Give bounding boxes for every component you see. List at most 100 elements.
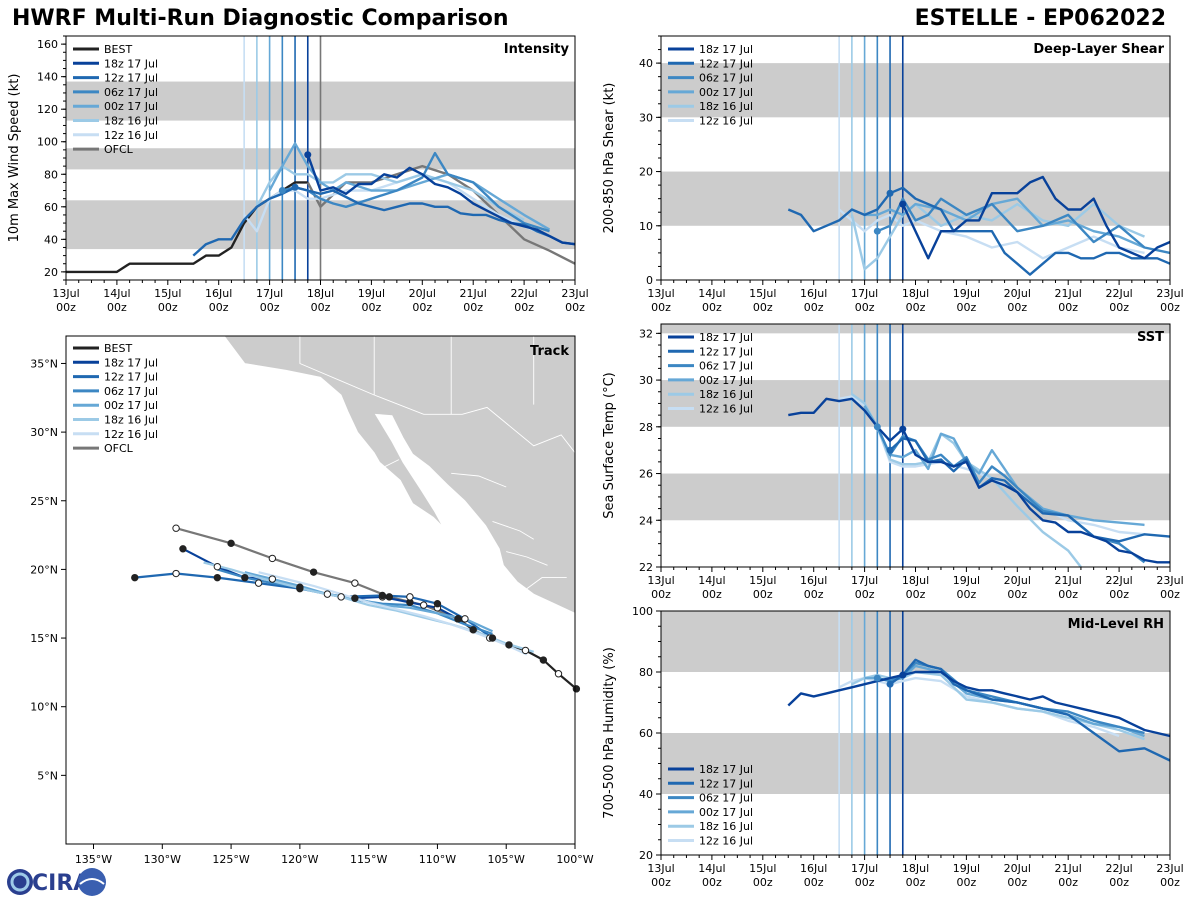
track-border-7 <box>492 520 534 540</box>
shear-panel: 01020304013Jul00z14Jul00z15Jul00z16Jul00… <box>602 35 1184 314</box>
intensity-legend-label-ofcl: OFCL <box>104 143 134 156</box>
sst-series-18z-17-jul <box>788 397 1170 564</box>
shear-legend-label-12z-16-jul: 12z 16 Jul <box>699 115 753 128</box>
track-point-12z-17-jul <box>461 615 469 623</box>
track-point-best <box>572 685 581 693</box>
intensity-xtick-label-day: 13Jul <box>52 287 79 300</box>
rh-ytick-label: 20 <box>639 849 653 862</box>
track-xtick-label: 100°W <box>556 853 593 866</box>
shear-xtick-label-day: 20Jul <box>1004 287 1031 300</box>
shear-panel-title: Deep-Layer Shear <box>1033 42 1164 57</box>
track-ytick-label: 30°N <box>30 426 58 439</box>
sst-xtick-label-day: 16Jul <box>800 574 827 587</box>
rh-xtick-label-hour: 00z <box>1109 876 1129 889</box>
track-point-best <box>554 670 563 678</box>
track-point-12z-17-jul <box>488 634 497 642</box>
track-point-best <box>469 626 477 634</box>
track-point-ofcl <box>419 601 428 609</box>
track-landmass <box>223 335 576 614</box>
shear-xtick-label-hour: 00z <box>753 301 773 314</box>
cira-partner-seal-icon <box>78 868 106 896</box>
sst-xtick-label-day: 18Jul <box>902 574 929 587</box>
intensity-legend-label-18z-16-jul: 18z 16 Jul <box>104 115 158 128</box>
track-xtick-label: 130°W <box>144 853 181 866</box>
intensity-panel: 2040608010012014016013Jul00z14Jul00z15Ju… <box>7 35 589 314</box>
track-legend-label-ofcl: OFCL <box>104 442 134 455</box>
track-point-12z-17-jul <box>406 593 414 601</box>
sst-xtick-label-day: 23Jul <box>1156 574 1183 587</box>
shear-xtick-label-hour: 00z <box>1109 301 1129 314</box>
track-point-18z-17-jul <box>241 573 249 582</box>
shear-xtick-label-day: 17Jul <box>851 287 878 300</box>
intensity-xtick-label-day: 15Jul <box>154 287 181 300</box>
track-ytick-label: 10°N <box>30 701 58 714</box>
rh-series-18z-17-jul <box>787 670 1171 738</box>
sst-init-point-12z-17-jul <box>886 446 894 454</box>
rh-ylabel: 700-500 hPa Humidity (%) <box>602 647 617 819</box>
sst-xtick-label-hour: 00z <box>906 588 926 601</box>
shear-ytick-label: 40 <box>639 57 653 70</box>
sst-xtick-label-day: 19Jul <box>953 574 980 587</box>
track-ytick-label: 35°N <box>30 357 58 370</box>
track-point-12z-17-jul <box>337 593 345 601</box>
sst-xtick-label-day: 15Jul <box>749 574 776 587</box>
sst-xtick-label-hour: 00z <box>651 588 671 601</box>
shear-shade-band-1 <box>661 63 1170 118</box>
intensity-xtick-label-day: 23Jul <box>561 287 588 300</box>
rh-xtick-label-day: 23Jul <box>1156 862 1183 875</box>
rh-series-12z-17-jul <box>889 658 1171 762</box>
intensity-xtick-label-hour: 00z <box>463 301 483 314</box>
sst-xtick-label-day: 21Jul <box>1055 574 1082 587</box>
shear-xtick-label-day: 15Jul <box>749 287 776 300</box>
track-border-9 <box>526 577 567 589</box>
track-ytick-label: 15°N <box>30 632 58 645</box>
track-ytick-label: 5°N <box>37 769 58 782</box>
track-ytick-label: 20°N <box>30 563 58 576</box>
intensity-series-06z-17-jul <box>282 151 550 233</box>
intensity-xtick-label-hour: 00z <box>209 301 229 314</box>
shear-xtick-label-hour: 00z <box>855 301 875 314</box>
shear-xtick-label-hour: 00z <box>1058 301 1078 314</box>
sst-init-point-18z-17-jul <box>899 425 907 433</box>
sst-legend-label-06z-17-jul: 06z 17 Jul <box>699 360 753 373</box>
track-xtick-label: 125°W <box>212 853 249 866</box>
intensity-xtick-label-hour: 00z <box>311 301 331 314</box>
track-point-ofcl <box>172 524 180 532</box>
rh-xtick-label-day: 13Jul <box>647 862 674 875</box>
rh-legend-label-12z-17-jul: 12z 17 Jul <box>699 777 753 790</box>
shear-xtick-label-hour: 00z <box>906 301 926 314</box>
track-xtick-label: 120°W <box>281 853 318 866</box>
shear-series-00z-17-jul <box>864 197 1145 249</box>
sst-xtick-label-hour: 00z <box>702 588 722 601</box>
sst-ytick-label: 32 <box>639 327 653 340</box>
shear-ytick-label: 30 <box>639 111 653 124</box>
rh-xtick-label-hour: 00z <box>1160 876 1180 889</box>
sst-xtick-label-day: 20Jul <box>1004 574 1031 587</box>
track-point-18z-17-jul <box>323 590 332 598</box>
intensity-series-18z-17-jul <box>306 154 576 246</box>
sst-shade-band-0 <box>661 473 1170 521</box>
shear-xtick-label-hour: 00z <box>957 301 977 314</box>
track-border-6 <box>451 472 507 488</box>
intensity-ytick-label: 120 <box>37 103 58 116</box>
sst-xtick-label-hour: 00z <box>753 588 773 601</box>
rh-xtick-label-hour: 00z <box>804 876 824 889</box>
track-legend-label-12z-16-jul: 12z 16 Jul <box>104 428 158 441</box>
shear-ytick-label: 10 <box>639 220 653 233</box>
intensity-ytick-label: 80 <box>44 168 58 181</box>
intensity-legend-label-00z-17-jul: 00z 17 Jul <box>104 100 158 113</box>
sst-ytick-label: 28 <box>639 421 653 434</box>
rh-ytick-label: 80 <box>639 666 653 679</box>
rh-legend-label-00z-17-jul: 00z 17 Jul <box>699 806 753 819</box>
intensity-series-18z-16-jul <box>255 164 525 221</box>
track-point-12z-17-jul <box>254 579 263 587</box>
intensity-ytick-label: 100 <box>37 136 58 149</box>
intensity-init-point-06z-17-jul <box>278 187 286 195</box>
rh-xtick-label-day: 22Jul <box>1105 862 1132 875</box>
track-border-1 <box>374 394 576 453</box>
sst-init-point-06z-17-jul <box>873 423 881 431</box>
rh-xtick-label-day: 17Jul <box>851 862 878 875</box>
track-legend-label-06z-17-jul: 06z 17 Jul <box>104 385 158 398</box>
sst-xtick-label-hour: 00z <box>1007 588 1027 601</box>
